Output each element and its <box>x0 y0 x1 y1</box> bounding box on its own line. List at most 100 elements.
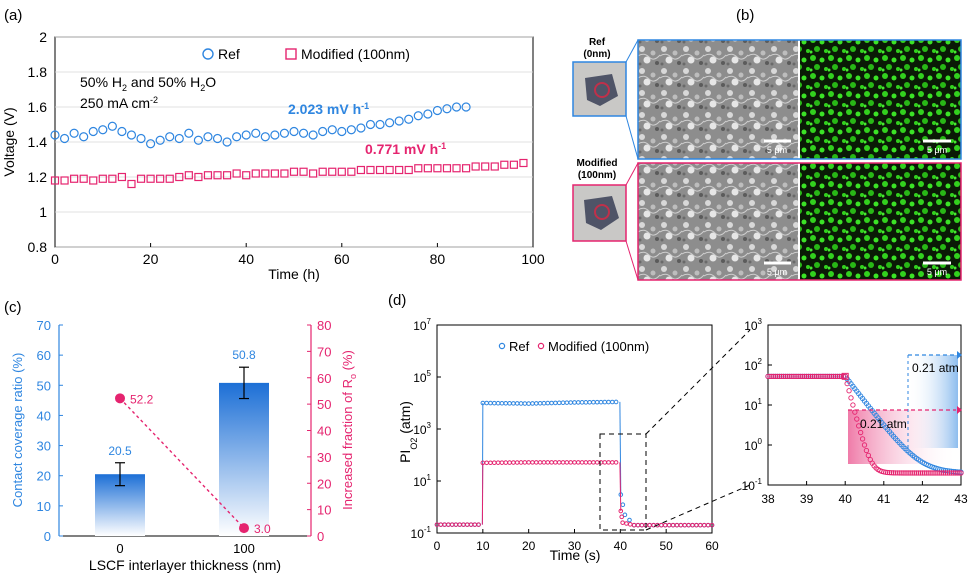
panel-d-ref-point <box>491 400 497 406</box>
panel-a-modified-point <box>337 167 346 176</box>
panel-a-ref-point <box>241 130 251 140</box>
panel-a-ref-point <box>184 128 194 138</box>
inset-modified-point <box>796 373 802 380</box>
ref-cell-sample <box>585 74 618 106</box>
panel-d-modified-point <box>553 460 558 465</box>
panel-d-ref-point <box>564 400 570 405</box>
panel-d-y-tick-label: 107 <box>413 317 431 333</box>
panel-d-x-tick-label: 30 <box>568 539 582 553</box>
panel-a-modified-point <box>442 164 452 173</box>
panel-d-ref-series <box>434 399 715 528</box>
inset-modified-point <box>925 470 931 476</box>
panel-a-ref-point <box>375 119 385 130</box>
panel-d-ref-point <box>622 512 628 518</box>
panel-d-ref-point <box>560 400 566 406</box>
panel-a-modified-point <box>318 167 327 176</box>
inset-switch-marker <box>841 372 849 380</box>
panel-d-ref-point <box>606 399 611 405</box>
panel-d-modified-point <box>659 522 664 528</box>
panel-a-y-tick-label: 1.6 <box>28 99 48 115</box>
panel-a-modified-point <box>490 162 499 171</box>
panel-c-right-tick-label: 40 <box>317 424 331 439</box>
panel-a-x-tick-label: 80 <box>430 251 446 267</box>
panel-a-modified-series <box>50 158 528 189</box>
panel-a-x-tick-label: 60 <box>334 251 350 267</box>
inset-modified-point <box>782 373 789 380</box>
legend-d-modified-marker <box>537 342 545 350</box>
panel-c-right-tick-label: 50 <box>317 397 331 412</box>
inset-x-ticks: 38 39 40 41 42 43 <box>761 481 968 506</box>
modified-map-scale-label: 5 μm <box>927 267 947 277</box>
inset-modified-point <box>908 470 914 476</box>
inset-modified-point <box>940 470 947 476</box>
panel-d-modified-point <box>709 522 715 528</box>
panel-d-y-tick-label: 101 <box>413 473 431 489</box>
panel-c-right-tick-label: 80 <box>317 318 331 333</box>
panel-d-ref-point <box>530 401 535 406</box>
panel-a-x-ticks: 0 20 40 60 80 100 <box>51 243 545 267</box>
panel-d-x-ticks: 0 10 20 30 40 50 60 <box>434 529 719 553</box>
panel-d-ref-point <box>534 401 539 406</box>
panel-d-ref-point <box>594 399 600 405</box>
panel-a-modified-point <box>404 165 413 175</box>
panel-d-modified-point <box>530 460 535 465</box>
panel-d-ref-point <box>575 400 581 405</box>
panel-d-x-tick-label: 40 <box>614 539 628 553</box>
panel-d-modified-point <box>438 522 444 527</box>
inset-modified-point <box>819 373 825 380</box>
panel-c-left-tick-label: 60 <box>37 348 51 363</box>
panel-a-ref-point <box>117 126 127 137</box>
panel-a-modified-point <box>461 164 471 173</box>
panel-a-modified-point <box>280 169 289 178</box>
inset-modified-point <box>850 402 856 408</box>
ref-element-map <box>800 40 961 159</box>
panel-d-modified-point <box>690 522 695 528</box>
panel-d-modified-point <box>518 460 524 465</box>
panel-d-ref-point <box>518 401 524 406</box>
panel-a-y-axis-title: Voltage (V) <box>1 107 17 176</box>
panel-d-modified-point <box>514 460 520 465</box>
panel-a-modified-point <box>347 167 356 176</box>
legend-ref-marker <box>202 48 214 60</box>
panel-d-modified-point <box>484 460 489 466</box>
inset-modified-point <box>931 470 937 476</box>
inset-modified-point <box>842 373 848 380</box>
inset-modified-point <box>854 416 860 422</box>
panel-d-modified-point <box>537 460 543 465</box>
panel-d-modified-point <box>507 460 512 465</box>
panel-d-modified-point <box>619 514 625 520</box>
inset-modified-point <box>823 373 829 380</box>
panel-c-right-tick-label: 60 <box>317 371 331 386</box>
panel-d-modified-point <box>442 522 447 527</box>
panel-d-plot-frame <box>436 324 713 534</box>
panel-a-ref-point <box>442 104 452 114</box>
inset-modified-point <box>919 470 926 476</box>
panel-a-modified-point <box>309 169 318 178</box>
modified-cell-sample <box>584 196 619 230</box>
panel-a-ref-point <box>88 126 98 137</box>
inset-modified-point <box>946 470 953 476</box>
panel-a-modified-point <box>385 165 394 175</box>
inset-modified-point <box>857 429 864 436</box>
inset-modified-point <box>954 470 960 476</box>
panel-a-modified-point <box>184 171 193 180</box>
inset-modified-point <box>848 395 854 401</box>
panel-a-modified-point <box>117 172 127 182</box>
panel-d-modified-point <box>534 460 539 465</box>
panel-a-ref-point <box>165 132 175 142</box>
inset-modified-point <box>913 470 920 476</box>
panel-d-modified-point <box>647 522 652 528</box>
panel-a-modified-point <box>481 162 490 171</box>
inset-modified-point <box>821 373 827 380</box>
panel-d-modified-point <box>670 522 676 528</box>
panel-c-left-tick-label: 20 <box>37 469 51 484</box>
ref-map-scale-label: 5 μm <box>927 145 947 155</box>
panel-d-y-tick-label: 10-1 <box>411 525 432 541</box>
inset-modified-point <box>775 373 781 380</box>
inset-modified-point <box>794 373 800 380</box>
panel-a-ref-point <box>50 130 60 140</box>
panel-d-modified-series <box>434 460 715 528</box>
panel-a-y-tick-label: 2 <box>39 29 47 45</box>
panel-a-modified-point <box>213 171 222 180</box>
